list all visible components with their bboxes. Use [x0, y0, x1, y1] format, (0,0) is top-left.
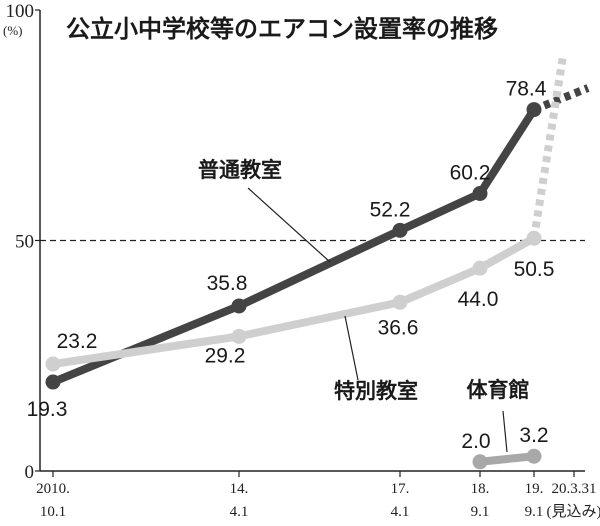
data-point: [472, 185, 488, 201]
series-name-label: 特別教室: [334, 379, 418, 403]
x-tick-label-line2: 9.1: [471, 504, 490, 520]
y-tick-label: 0: [25, 462, 35, 483]
data-label: 2.0: [461, 430, 490, 453]
data-label: 19.3: [27, 398, 68, 421]
series-1: [45, 55, 567, 372]
axes: [35, 9, 585, 477]
series-line: [479, 452, 535, 466]
data-labels: 19.3 35.8 52.2 60.2 78.4 23.2 29.2 36.6 44.0 50.5…: [27, 78, 555, 453]
x-tick-label-line1: 2010.: [36, 481, 70, 497]
x-tick-label-line2: 4.1: [391, 504, 410, 520]
series-leader-line: [344, 315, 359, 381]
series-name-label: 普通教室: [198, 158, 282, 182]
data-label: 78.4: [506, 78, 547, 101]
data-label: 50.5: [514, 258, 555, 281]
x-tick-label-line1: 14.: [230, 481, 249, 497]
series-lines: [45, 55, 590, 470]
data-label: 36.6: [378, 316, 419, 339]
data-label: 23.2: [57, 330, 98, 353]
y-tick-label: 100: [6, 1, 35, 22]
data-point: [392, 294, 408, 310]
data-point: [472, 454, 488, 470]
data-point: [526, 230, 542, 246]
data-point: [526, 102, 542, 118]
series-leader-line: [502, 410, 508, 453]
data-label: 3.2: [519, 424, 548, 447]
y-tick-labels: 0 50 100: [6, 1, 35, 483]
x-tick-label-line1: 17.: [391, 481, 410, 497]
series-projection: [532, 84, 590, 114]
x-tick-label-line2: 4.1: [230, 504, 249, 520]
data-label: 44.0: [458, 288, 499, 311]
series-line: [51, 107, 538, 386]
data-point: [45, 374, 61, 390]
x-tick-label-line1: 20.3.31: [552, 481, 597, 497]
x-tick-label-line2: 9.1: [525, 504, 544, 520]
y-axis-unit: (%): [3, 23, 23, 38]
data-point: [231, 328, 247, 344]
data-point: [392, 222, 408, 238]
chart-title: 公立小中学校等のエアコン設置率の推移: [66, 15, 498, 43]
x-tick-label-line1: 19.: [525, 481, 544, 497]
data-label: 29.2: [205, 344, 246, 367]
series-2: [472, 448, 542, 470]
series-name-label: 体育館: [467, 378, 530, 402]
data-label: 35.8: [207, 272, 248, 295]
x-tick-label-line2: (見込み): [547, 503, 600, 520]
x-tick-label-line1: 18.: [471, 481, 490, 497]
data-label: 52.2: [370, 198, 411, 221]
series-leader-line: [247, 187, 331, 263]
series-0: [45, 84, 590, 390]
x-tick-label-line2: 10.1: [40, 504, 66, 520]
data-point: [526, 448, 542, 464]
data-point: [231, 298, 247, 314]
data-point: [45, 356, 61, 372]
data-point: [472, 260, 488, 276]
data-label: 60.2: [450, 161, 491, 184]
x-tick-labels: 2010. 10.1 14. 4.1 17. 4.1 18. 9.1 19. 9.1 20.3.31…: [36, 481, 600, 520]
series-projection: [530, 55, 567, 239]
y-tick-label: 50: [15, 232, 34, 253]
